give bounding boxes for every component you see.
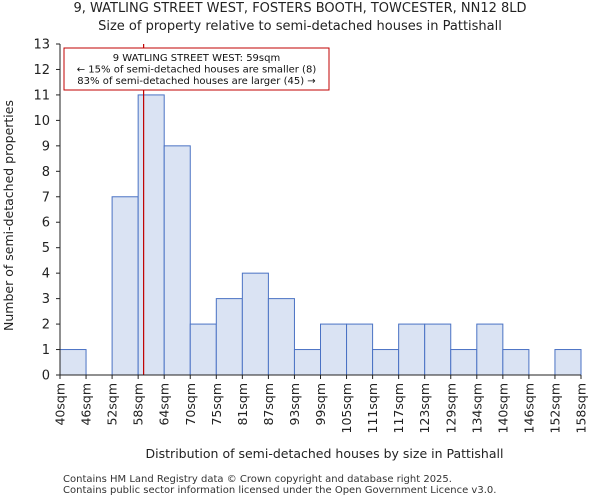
x-tick-label: 123sqm	[417, 383, 432, 433]
y-tick-label: 4	[42, 267, 50, 282]
bar-93sqm	[293, 349, 322, 376]
bar-64sqm	[163, 145, 191, 376]
bar-99sqm	[320, 323, 348, 376]
bar-140sqm	[502, 349, 530, 376]
x-tick-label: 140sqm	[495, 383, 510, 433]
x-tick-label: 52sqm	[105, 383, 120, 426]
x-tick-label: 152sqm	[547, 383, 562, 433]
x-tick-label: 117sqm	[391, 383, 406, 433]
x-tick-label: 134sqm	[469, 383, 484, 433]
annotation-line-3: 83% of semi-detached houses are larger (…	[77, 76, 315, 87]
y-tick-label: 6	[42, 216, 50, 231]
y-axis-label: Number of semi-detached properties	[1, 100, 16, 331]
x-tick-label: 146sqm	[521, 383, 536, 433]
x-tick-label: 64sqm	[157, 383, 172, 426]
bar-111sqm	[372, 349, 400, 376]
x-axis-label: Distribution of semi-detached houses by …	[146, 446, 504, 461]
y-tick-label: 11	[33, 88, 50, 103]
annotation-line-1: 9 WATLING STREET WEST: 59sqm	[113, 53, 280, 64]
bar-70sqm	[189, 323, 217, 376]
y-tick-label: 9	[42, 139, 50, 154]
x-tick-label: 99sqm	[313, 383, 328, 426]
x-tick-label: 93sqm	[287, 383, 302, 426]
bar-123sqm	[424, 323, 452, 376]
y-tick-label: 13	[33, 38, 50, 53]
bar-81sqm	[241, 272, 269, 376]
footer-licence: Contains public sector information licen…	[63, 485, 497, 496]
chart-title: Size of property relative to semi-detach…	[98, 19, 502, 34]
x-tick-label: 58sqm	[131, 383, 146, 426]
bar-129sqm	[450, 349, 478, 376]
y-tick-label: 10	[33, 114, 50, 129]
x-tick-label: 105sqm	[339, 383, 354, 433]
bar-40sqm	[59, 349, 87, 376]
footer-copyright: Contains HM Land Registry data © Crown c…	[63, 474, 452, 485]
y-tick-label: 8	[42, 165, 50, 180]
x-tick-label: 158sqm	[574, 383, 589, 433]
x-tick-label: 75sqm	[209, 383, 224, 426]
y-tick-label: 5	[42, 241, 50, 256]
bar-87sqm	[267, 298, 295, 376]
y-tick-label: 2	[42, 318, 50, 333]
bar-105sqm	[346, 323, 374, 376]
y-tick-label: 3	[42, 292, 50, 307]
bar-58sqm	[137, 94, 165, 376]
annotation-line-2: ← 15% of semi-detached houses are smalle…	[77, 65, 317, 76]
annotation-box	[63, 47, 330, 91]
y-tick-label: 0	[42, 369, 50, 384]
bar-134sqm	[476, 323, 504, 376]
chart-title-address: 9, WATLING STREET WEST, FOSTERS BOOTH, T…	[73, 1, 527, 16]
bar-152sqm	[554, 349, 582, 376]
y-tick-label: 7	[42, 190, 50, 205]
x-tick-label: 129sqm	[443, 383, 458, 433]
y-tick-label: 12	[33, 63, 50, 78]
bar-75sqm	[215, 298, 243, 376]
x-tick-label: 40sqm	[53, 383, 68, 426]
y-tick-label: 1	[42, 343, 50, 358]
x-tick-label: 70sqm	[183, 383, 198, 426]
x-tick-label: 81sqm	[235, 383, 250, 426]
x-tick-label: 46sqm	[79, 383, 94, 426]
bar-117sqm	[398, 323, 426, 376]
bar-52sqm	[111, 196, 139, 376]
x-tick-label: 111sqm	[365, 383, 380, 433]
x-tick-label: 87sqm	[261, 383, 276, 426]
